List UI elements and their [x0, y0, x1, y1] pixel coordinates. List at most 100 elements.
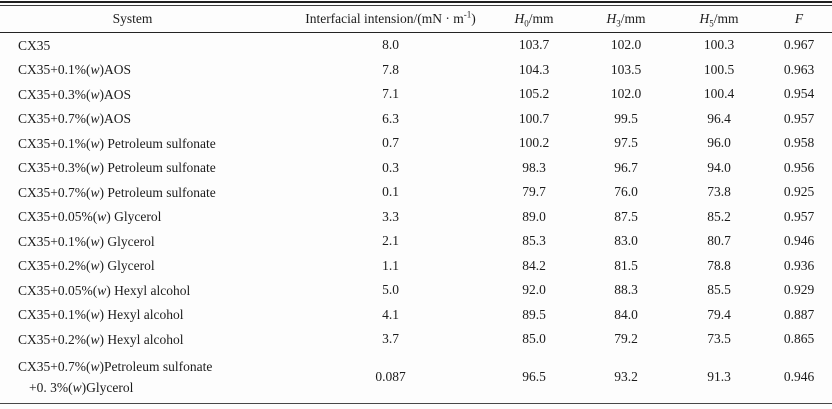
system-line: CX35+0.1%(w) Glycerol [18, 233, 155, 249]
table-row: CX35+0.2%(w) Glycerol 1.1 84.2 81.5 78.8 0.93… [0, 254, 832, 279]
mass-fraction-symbol: w [90, 358, 100, 374]
value-cell: 84.0 [614, 306, 638, 322]
interfacial-label-text: Interfacial intension/(mN · m [305, 11, 464, 26]
value-cell: 81.5 [614, 257, 638, 273]
value-cell: 7.1 [382, 86, 399, 102]
mass-fraction-symbol: w [97, 209, 107, 225]
system-line: CX35+0.7%(w)Petroleum sulfonate [18, 358, 213, 374]
value-cell: 87.5 [614, 208, 638, 224]
value-cell: 0.887 [783, 306, 815, 322]
system-line: CX35+0.3%(w) Petroleum sulfonate [18, 160, 216, 176]
value-cell: 96.0 [707, 135, 731, 151]
col-header-h5: H5/mm [672, 5, 766, 33]
value-cell: 79.2 [614, 331, 638, 347]
value-cell: 4.1 [382, 306, 399, 322]
system-line: CX35+0.2%(w) Glycerol [18, 258, 155, 274]
system-cell: CX35+0.05%(w) Glycerol [0, 205, 293, 230]
value-cell: 78.8 [707, 257, 731, 273]
value-cell: 89.0 [522, 208, 546, 224]
value-cell: 98.3 [522, 159, 546, 175]
table-header: System Interfacial intension/(mN · m-1) … [0, 5, 832, 33]
value-cell: 2.1 [382, 233, 399, 249]
header-row: System Interfacial intension/(mN · m-1) … [0, 5, 832, 33]
h3-subscript: 3 [616, 18, 621, 29]
system-line: +0. 3%(w)Glycerol [29, 379, 134, 395]
h0-unit: /mm [528, 11, 554, 26]
value-cell: 100.7 [518, 110, 550, 126]
table-row: CX35 8.0 103.7 102.0 100.3 0.967 [0, 33, 832, 58]
value-cell: 0.3 [382, 159, 399, 175]
system-cell: CX35+0.3%(w)AOS [0, 82, 293, 107]
table-row: CX35+0.7%(w)AOS 6.3 100.7 99.5 96.4 0.957 [0, 107, 832, 132]
value-cell: 3.7 [382, 331, 399, 347]
value-cell: 0.929 [783, 282, 815, 298]
mass-fraction-symbol: w [97, 282, 107, 298]
value-cell: 0.967 [783, 37, 815, 53]
value-cell: 79.7 [522, 184, 546, 200]
value-cell: 93.2 [614, 368, 638, 384]
value-cell: 0.925 [783, 184, 815, 200]
mass-fraction-symbol: w [90, 331, 100, 347]
mass-fraction-symbol: w [90, 233, 100, 249]
value-cell: 0.865 [783, 331, 815, 347]
table-row: CX35+0.1%(w) Glycerol 2.1 85.3 83.0 80.7 0.94… [0, 229, 832, 254]
mass-fraction-symbol: w [90, 184, 100, 200]
value-cell: 1.1 [382, 257, 399, 273]
value-cell: 0.958 [783, 135, 815, 151]
table-row: CX35+0.05%(w) Glycerol 3.3 89.0 87.5 85.2 0.9… [0, 205, 832, 230]
h3-symbol: H [606, 11, 617, 26]
results-table: System Interfacial intension/(mN · m-1) … [0, 5, 832, 404]
system-line: CX35+0.1%(w)AOS [18, 62, 132, 78]
system-cell: CX35+0.1%(w) Glycerol [0, 229, 293, 254]
col-header-interfacial-tension: Interfacial intension/(mN · m-1) [293, 5, 488, 33]
value-cell: 0.956 [783, 159, 815, 175]
h5-unit: /mm [713, 11, 739, 26]
interfacial-label-close: ) [471, 11, 476, 26]
value-cell: 85.0 [522, 331, 546, 347]
mass-fraction-symbol: w [90, 160, 100, 176]
table-row: CX35+0.7%(w) Petroleum sulfonate 0.1 79.7 7… [0, 180, 832, 205]
value-cell: 102.0 [610, 37, 642, 53]
table-row: CX35+0.3%(w) Petroleum sulfonate 0.3 98.3 9… [0, 156, 832, 181]
system-cell: CX35 [0, 33, 293, 58]
value-cell: 84.2 [522, 257, 546, 273]
h5-subscript: 5 [709, 18, 714, 29]
value-cell: 73.8 [707, 184, 731, 200]
value-cell: 105.2 [518, 86, 550, 102]
value-cell: 104.3 [518, 61, 550, 77]
value-cell: 94.0 [707, 159, 731, 175]
table-row: CX35+0.2%(w) Hexyl alcohol 3.7 85.0 79.2 73.… [0, 327, 832, 352]
value-cell: 0.963 [783, 61, 815, 77]
value-cell: 0.946 [783, 368, 815, 384]
value-cell: 7.8 [382, 61, 399, 77]
system-cell: CX35+0.1%(w) Hexyl alcohol [0, 303, 293, 328]
value-cell: 96.5 [522, 368, 546, 384]
value-cell: 0.936 [783, 257, 815, 273]
value-cell: 92.0 [522, 282, 546, 298]
value-cell: 100.2 [518, 135, 550, 151]
system-cell: CX35+0.1%(w) Petroleum sulfonate [0, 131, 293, 156]
h3-unit: /mm [620, 11, 646, 26]
system-line: CX35+0.7%(w) Petroleum sulfonate [18, 184, 216, 200]
value-cell: 103.5 [610, 61, 642, 77]
table-body: CX35 8.0 103.7 102.0 100.3 0.967 CX35+0.1%(w)A… [0, 33, 832, 404]
value-cell: 5.0 [382, 282, 399, 298]
mass-fraction-symbol: w [90, 111, 100, 127]
system-line: CX35+0.05%(w) Hexyl alcohol [18, 282, 191, 298]
value-cell: 88.3 [614, 282, 638, 298]
system-line: CX35 [18, 37, 51, 53]
value-cell: 99.5 [614, 110, 638, 126]
value-cell: 96.7 [614, 159, 638, 175]
value-cell: 6.3 [382, 110, 399, 126]
value-cell: 100.5 [703, 61, 735, 77]
value-cell: 85.3 [522, 233, 546, 249]
system-line: CX35+0.7%(w)AOS [18, 111, 132, 127]
table-row: CX35+0.05%(w) Hexyl alcohol 5.0 92.0 88.3 85… [0, 278, 832, 303]
value-cell: 0.7 [382, 135, 399, 151]
h0-subscript: 0 [524, 18, 529, 29]
mass-fraction-symbol: w [90, 62, 100, 78]
system-cell: CX35+0.7%(w)AOS [0, 107, 293, 132]
system-line: CX35+0.2%(w) Hexyl alcohol [18, 331, 184, 347]
col-header-h3: H3/mm [580, 5, 672, 33]
